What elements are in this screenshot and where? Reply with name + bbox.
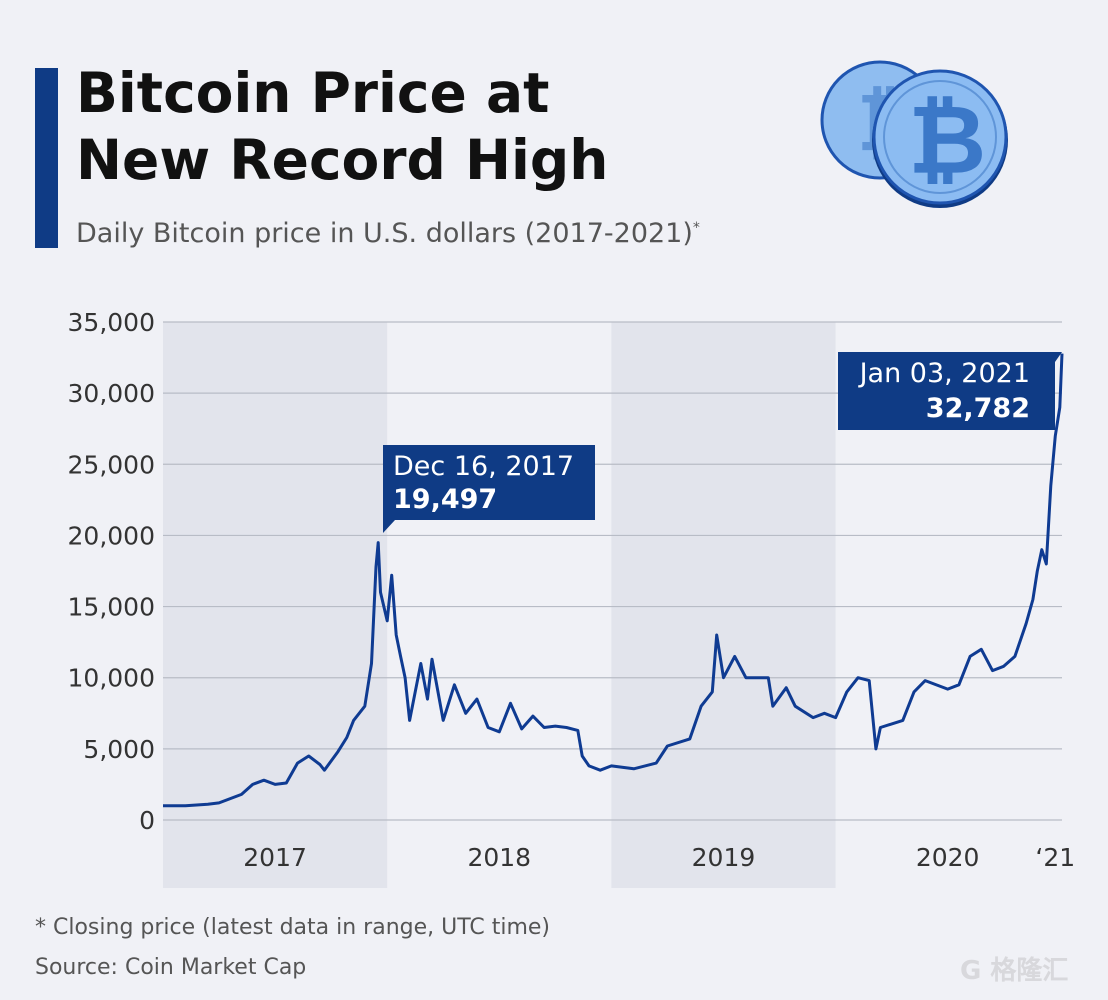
footnote: * Closing price (latest data in range, U…	[35, 915, 551, 940]
annotation-value: 32,782	[926, 393, 1030, 424]
x-tick-label: ‘21	[1035, 843, 1075, 872]
annotation-box-jan-2021	[838, 352, 1062, 430]
annotation-date: Dec 16, 2017	[393, 451, 574, 482]
title-line-1: Bitcoin Price at	[76, 61, 550, 125]
y-tick-label: 5,000	[83, 735, 155, 764]
y-tick-label: 25,000	[68, 450, 155, 479]
subtitle: Daily Bitcoin price in U.S. dollars (201…	[76, 218, 700, 249]
y-tick-label: 35,000	[68, 308, 155, 337]
annotation-value: 19,497	[393, 484, 497, 515]
svg-text:₿: ₿	[908, 84, 986, 196]
source: Source: Coin Market Cap	[35, 955, 307, 980]
annotation-box-peak-2017	[383, 445, 595, 533]
annotation-date: Jan 03, 2021	[858, 358, 1030, 389]
page-title: Bitcoin Price at New Record High	[76, 60, 608, 194]
subtitle-text: Daily Bitcoin price in U.S. dollars (201…	[76, 218, 693, 249]
bitcoin-coins-icon: ₿ ₿	[820, 60, 1008, 208]
x-tick-label: 2019	[692, 843, 756, 872]
price-line	[163, 353, 1064, 808]
x-tick-label: 2017	[243, 843, 307, 872]
x-tick-label: 2020	[916, 843, 980, 872]
watermark-logo: G 格隆汇	[960, 956, 1069, 986]
y-tick-label: 15,000	[68, 593, 155, 622]
subtitle-footnote-mark: *	[692, 220, 700, 236]
y-tick-label: 0	[139, 806, 155, 835]
year-band	[611, 322, 836, 888]
price-chart: 0 5,000 10,000 15,000 20,000 25,000 30,000 35,0…	[68, 308, 1075, 888]
y-tick-label: 30,000	[68, 379, 155, 408]
year-band	[163, 322, 388, 888]
x-tick-label: 2018	[467, 843, 531, 872]
y-tick-label: 20,000	[68, 521, 155, 550]
title-line-2: New Record High	[76, 128, 609, 192]
y-tick-label: 10,000	[68, 664, 155, 693]
title-accent-bar	[35, 68, 58, 248]
